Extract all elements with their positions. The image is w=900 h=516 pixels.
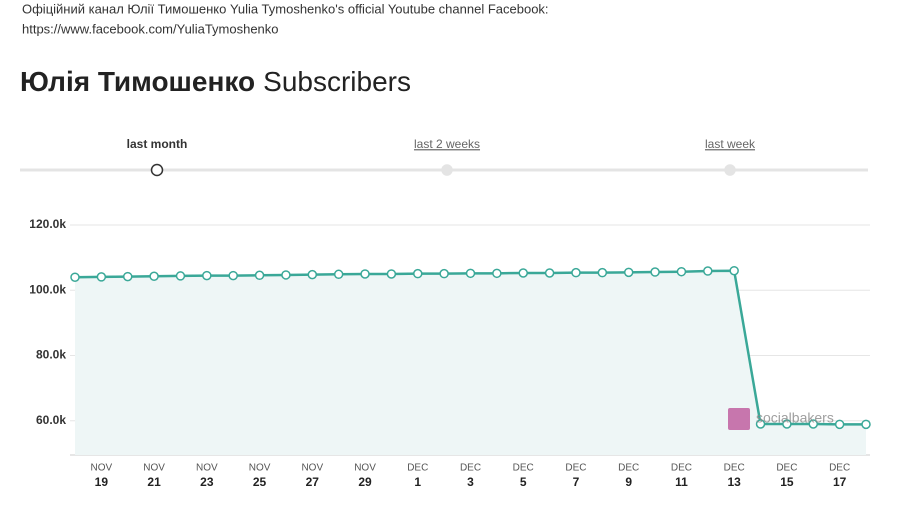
- watermark: socialbakers: [756, 410, 834, 426]
- watermark-icon: [728, 408, 750, 430]
- link[interactable]: https://www.facebook.com/YuliaTymoshenko: [22, 21, 279, 36]
- point: [808, 419, 819, 429]
- point: [333, 269, 344, 280]
- x-tick-month: NOV: [301, 463, 323, 474]
- point: [597, 267, 608, 278]
- x-tick-day: 23: [200, 475, 214, 489]
- point: [544, 268, 555, 278]
- tab-handle[interactable]: [441, 164, 453, 176]
- point: [281, 270, 291, 280]
- x-tick-month: NOV: [249, 463, 271, 474]
- point: [623, 267, 634, 278]
- x-tick-day: 25: [253, 475, 267, 489]
- x-tick-day: 3: [467, 475, 474, 489]
- point: [228, 270, 238, 281]
- point: [413, 268, 423, 279]
- point: [650, 267, 660, 277]
- tab-label[interactable]: last week: [705, 137, 756, 151]
- point: [307, 269, 318, 280]
- point: [782, 419, 792, 429]
- point: [518, 268, 528, 278]
- tab-label[interactable]: last 2 weeks: [414, 137, 480, 151]
- x-tick-day: 19: [95, 475, 109, 489]
- x-tick-day: 11: [675, 475, 688, 489]
- x-tick-month: DEC: [407, 463, 428, 474]
- x-tick-month: DEC: [565, 463, 586, 474]
- point: [676, 266, 687, 277]
- x-tick-month: DEC: [724, 463, 745, 474]
- point: [360, 269, 370, 279]
- tab-handle[interactable]: [724, 164, 736, 176]
- title-name: Юлія Тимошенко: [20, 66, 255, 97]
- chart-title: Юлія Тимошенко Subscribers: [20, 66, 411, 97]
- x-tick-month: DEC: [829, 463, 850, 474]
- x-tick-month: DEC: [776, 463, 797, 474]
- point: [96, 272, 107, 282]
- x-tick-month: DEC: [460, 463, 481, 474]
- x-tick-day: 1: [414, 475, 421, 489]
- point: [122, 271, 133, 282]
- x-tick-day: 7: [573, 475, 580, 489]
- x-tick-day: 5: [520, 475, 527, 489]
- point: [202, 270, 212, 281]
- area: [75, 270, 866, 455]
- tab-handle[interactable]: [150, 163, 164, 177]
- point: [70, 272, 80, 282]
- x-tick-day: 21: [147, 475, 161, 489]
- point: [149, 271, 159, 282]
- point: [703, 266, 713, 276]
- x-tick-month: NOV: [196, 463, 218, 474]
- x-tick-day: 13: [727, 475, 741, 489]
- point: [439, 268, 449, 279]
- point: [175, 271, 186, 281]
- y-tick-label: 100.0k: [29, 282, 66, 296]
- x-tick-day: 15: [780, 475, 794, 489]
- point: [492, 268, 502, 279]
- point: [386, 269, 397, 279]
- x-tick-day: 27: [306, 475, 320, 489]
- title-metric: Subscribers: [263, 66, 411, 97]
- point: [571, 267, 581, 278]
- point: [834, 419, 845, 430]
- x-tick-day: 29: [358, 475, 372, 489]
- x-tick-month: NOV: [91, 463, 113, 474]
- description: Офіційний канал Юлії Тимошенко Yulia Tym…: [22, 1, 549, 16]
- x-tick-month: NOV: [354, 463, 376, 474]
- point: [254, 270, 265, 281]
- y-tick-label: 60.0k: [36, 413, 66, 427]
- x-tick-month: NOV: [143, 463, 165, 474]
- y-tick-label: 80.0k: [36, 348, 66, 362]
- x-tick-day: 9: [625, 475, 632, 489]
- point: [465, 268, 476, 279]
- x-tick-month: DEC: [513, 463, 534, 474]
- tab-label[interactable]: last month: [127, 137, 188, 151]
- x-tick-month: DEC: [671, 463, 692, 474]
- point: [729, 265, 739, 276]
- x-tick-day: 17: [833, 475, 847, 489]
- x-tick-month: DEC: [618, 463, 639, 474]
- point: [755, 419, 766, 429]
- y-tick-label: 120.0k: [29, 217, 66, 231]
- point: [861, 419, 871, 430]
